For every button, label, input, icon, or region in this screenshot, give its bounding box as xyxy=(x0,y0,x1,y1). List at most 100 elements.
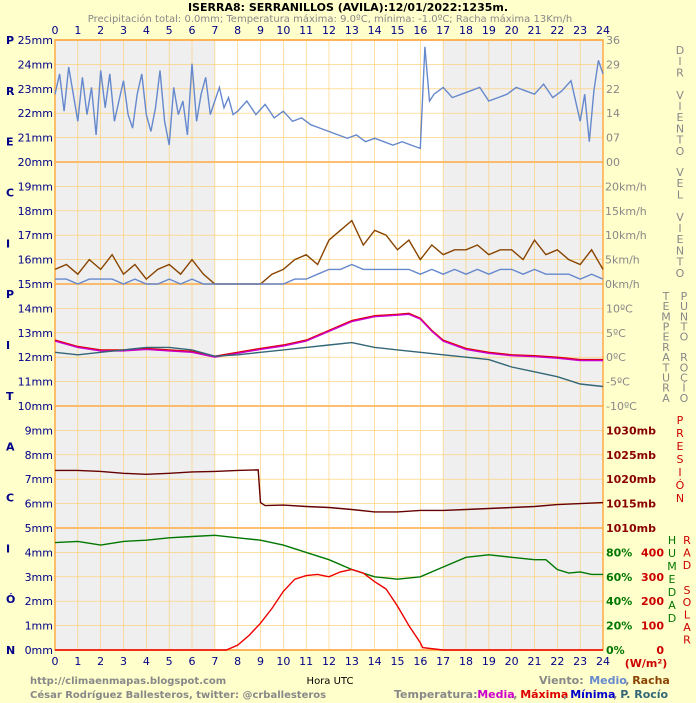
left-tick-label: 17mm xyxy=(18,229,53,242)
temperature-title-letter: A xyxy=(662,392,670,405)
x-tick-label-bottom: 16 xyxy=(413,655,427,668)
x-tick-label-bottom: 6 xyxy=(189,655,196,668)
footer-link: http://climaenmapas.blogspot.com xyxy=(30,676,226,687)
temperature-legend-item: Media xyxy=(477,688,514,701)
x-tick-label-top: 12 xyxy=(322,24,336,37)
wind-direction-tick: 00 xyxy=(606,156,620,169)
temperature-title-letter: E xyxy=(663,300,670,313)
x-tick-label-top: 19 xyxy=(482,24,496,37)
temperature-legend-label: Temperatura: xyxy=(394,688,477,701)
temperature-legend-separator: , xyxy=(613,688,617,701)
x-tick-label-bottom: 15 xyxy=(391,655,405,668)
left-tick-label: 14mm xyxy=(18,302,53,315)
humidity-title-letter: A xyxy=(668,599,676,612)
left-axis-title-letter: T xyxy=(6,390,14,403)
wind-speed-tick: 5km/h xyxy=(605,254,640,267)
left-tick-label: 23mm xyxy=(18,83,53,96)
wind-direction-title-letter: V xyxy=(676,89,684,102)
temperature-tick: 5ºC xyxy=(606,327,626,340)
temperature-title-letter: T xyxy=(662,290,670,303)
dewpoint-title-letter: N xyxy=(680,310,688,323)
solar-radiation-title-letter: L xyxy=(684,609,691,622)
left-tick-label: 12mm xyxy=(18,351,53,364)
pressure-title-letter: E xyxy=(677,440,684,453)
temperature-title-letter: R xyxy=(662,382,670,395)
x-tick-label-bottom: 5 xyxy=(166,655,173,668)
left-axis-title-letter: P xyxy=(6,288,14,301)
left-tick-label: 13mm xyxy=(18,327,53,340)
x-tick-label-bottom: 9 xyxy=(257,655,264,668)
temperature-title-letter: P xyxy=(663,321,670,334)
left-axis-title-letter: C xyxy=(6,492,14,505)
solar-radiation-title-letter: O xyxy=(683,596,692,609)
humidity-title-letter: M xyxy=(667,560,677,573)
x-tick-label-bottom: 2 xyxy=(97,655,104,668)
dewpoint-title-letter: O xyxy=(680,392,689,405)
x-tick-label-top: 17 xyxy=(436,24,450,37)
x-tick-label-bottom: 12 xyxy=(322,655,336,668)
x-tick-label-top: 5 xyxy=(166,24,173,37)
x-tick-label-bottom: 8 xyxy=(234,655,241,668)
wind-speed-title-letter: I xyxy=(678,222,681,235)
left-tick-label: 24mm xyxy=(18,58,53,71)
left-tick-label: 1mm xyxy=(25,620,53,633)
left-tick-label: 0mm xyxy=(25,644,53,657)
pressure-title-letter: I xyxy=(678,466,681,479)
left-tick-label: 9mm xyxy=(25,424,53,437)
wind-direction-title-letter: E xyxy=(677,111,684,124)
chart-subtitle: Precipitación total: 0.0mm; Temperatura … xyxy=(88,13,572,25)
x-tick-label-top: 16 xyxy=(413,24,427,37)
wind-direction-line xyxy=(54,46,604,150)
x-tick-label-top: 13 xyxy=(345,24,359,37)
solar-radiation-tick: 200 xyxy=(641,595,664,608)
left-tick-label: 3mm xyxy=(25,571,53,584)
x-tick-label-top: 18 xyxy=(459,24,473,37)
left-tick-label: 22mm xyxy=(18,107,53,120)
dewpoint-title-letter: P xyxy=(681,290,688,303)
solar-radiation-tick: 300 xyxy=(641,571,664,584)
x-tick-label-bottom: 3 xyxy=(120,655,127,668)
humidity-title-letter: U xyxy=(668,547,676,560)
left-tick-label: 2mm xyxy=(25,595,53,608)
x-tick-label-bottom: 18 xyxy=(459,655,473,668)
dewpoint-title-letter: O xyxy=(680,331,689,344)
left-tick-label: 10mm xyxy=(18,400,53,413)
solar-radiation-unit: (W/m²) xyxy=(625,657,668,670)
wind-speed-title-letter: T xyxy=(676,256,684,269)
wind-direction-title-letter: I xyxy=(678,55,681,68)
left-axis-title-letter: E xyxy=(6,136,14,149)
solar-radiation-title-letter: A xyxy=(683,621,691,634)
wind-direction-tick: 36 xyxy=(606,34,620,47)
wind-direction-title-letter: I xyxy=(678,100,681,113)
footer-author: César Rodríguez Ballesteros, twitter: @c… xyxy=(30,689,326,701)
x-tick-label-bottom: 22 xyxy=(550,655,564,668)
wind-speed-title-letter: L xyxy=(677,188,684,201)
temperature-title-letter: A xyxy=(662,351,670,364)
x-tick-label-bottom: 11 xyxy=(299,655,313,668)
dewpoint-title-letter: O xyxy=(680,361,689,374)
left-tick-label: 25mm xyxy=(18,34,53,47)
x-tick-label-top: 10 xyxy=(276,24,290,37)
dewpoint-title-letter: U xyxy=(680,300,688,313)
wind-speed-title-letter: O xyxy=(676,267,685,280)
wind-speed-title-letter: V xyxy=(676,166,684,179)
wind-direction-tick: 14 xyxy=(606,107,620,120)
night-band xyxy=(55,40,215,650)
humidity-title-letter: D xyxy=(668,612,676,625)
pressure-tick: 1010mb xyxy=(606,522,656,535)
x-tick-label-bottom: 24 xyxy=(596,655,610,668)
solar-radiation-title-letter: R xyxy=(683,634,691,647)
temperature-tick: -10ºC xyxy=(606,400,637,413)
plot-area: 0011223344556677889910101111121213131414… xyxy=(6,24,692,670)
left-tick-label: 16mm xyxy=(18,254,53,267)
wind-speed-tick: 10km/h xyxy=(605,229,647,242)
pressure-tick: 1020mb xyxy=(606,473,656,486)
solar-radiation-title-letter: D xyxy=(683,559,691,572)
temperature-legend-separator: , xyxy=(563,688,567,701)
x-tick-label-top: 21 xyxy=(528,24,542,37)
night-band xyxy=(443,40,603,650)
temperature-title-letter: T xyxy=(662,361,670,374)
wind-direction-title-letter: R xyxy=(676,66,684,79)
solar-radiation-title-letter: S xyxy=(684,584,691,597)
